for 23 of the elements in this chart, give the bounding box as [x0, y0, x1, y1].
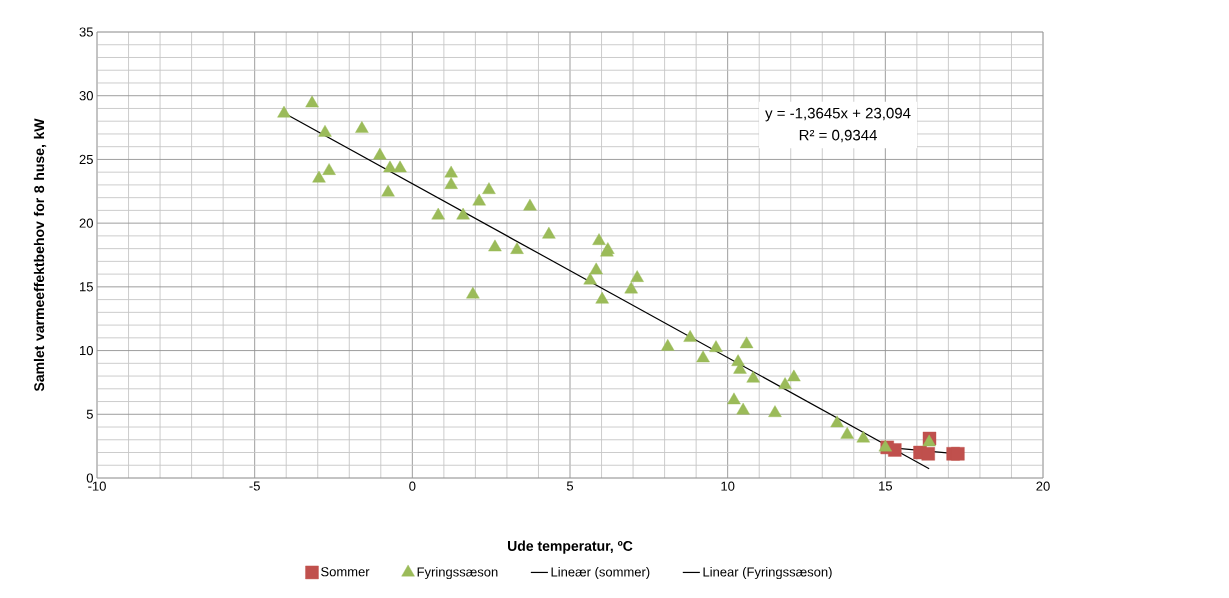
legend-label: Lineær (sommer): [551, 566, 650, 580]
y-tick-label: 35: [79, 27, 93, 37]
y-tick-label: 10: [80, 345, 93, 356]
y-tick-label: 30: [79, 91, 93, 101]
x-tick-label: 15: [879, 481, 893, 491]
y-tick-label: 0: [86, 473, 93, 483]
x-tick-label: 10: [721, 481, 735, 491]
annotation: R² = 0,9344: [799, 129, 877, 143]
y-tick-label: 25: [79, 154, 93, 165]
y-tick-label: 15: [80, 282, 93, 292]
x-tick-label: -10: [88, 481, 106, 491]
x-tick-label: 0: [409, 481, 416, 491]
y-tick-label: 20: [79, 218, 93, 228]
legend-label: Linear (Fyringssæson): [703, 566, 832, 580]
x-tick-label: -5: [249, 481, 260, 491]
y-tick-label: 5: [86, 409, 93, 419]
x-axis-title: Ude temperatur, ºC: [508, 540, 633, 554]
legend-label: Fyringssæson: [417, 566, 498, 580]
annotation: y = -1,3645x + 23,094: [765, 107, 911, 122]
legend-label: Sommer: [321, 567, 370, 577]
y-axis-title: Samlet varmeeffektbehov for 8 huse, kW: [33, 118, 47, 392]
x-tick-label: 5: [566, 481, 574, 491]
x-tick-label: 20: [1036, 481, 1050, 491]
